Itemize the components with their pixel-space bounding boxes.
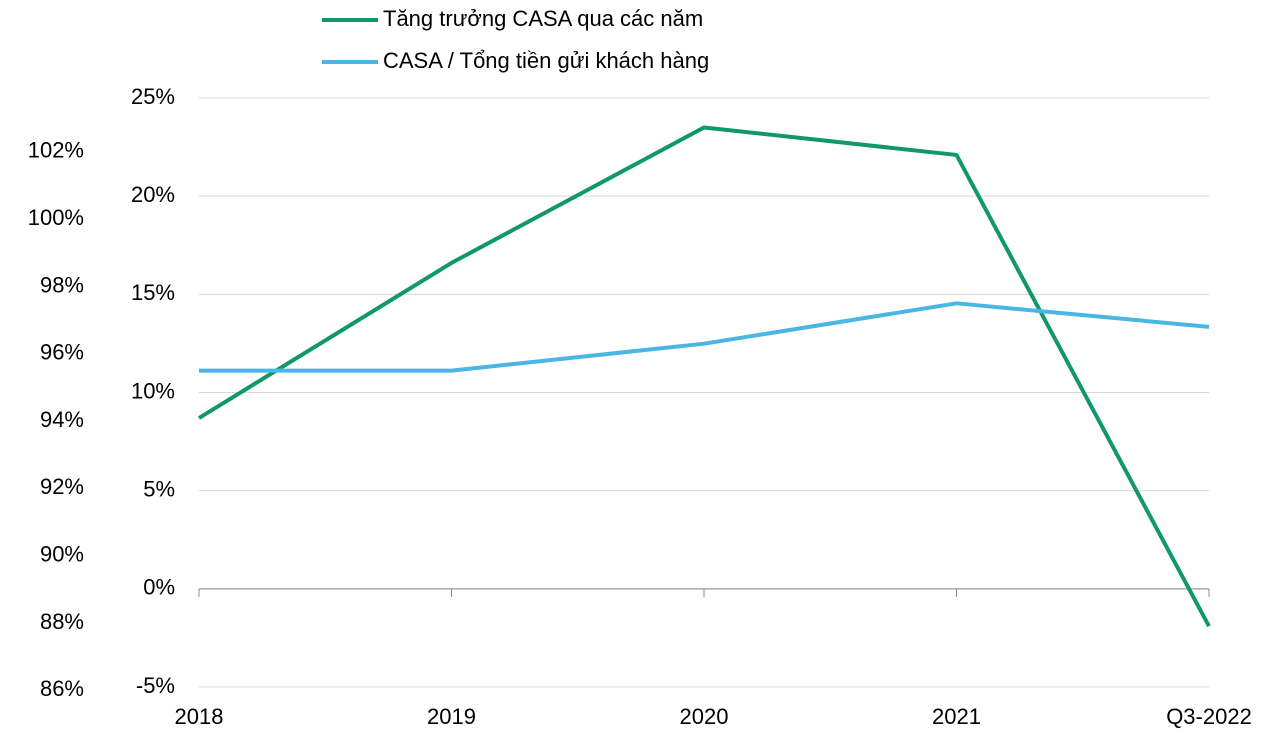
y2-tick-label: 86% bbox=[40, 676, 84, 701]
y-tick-label: -5% bbox=[136, 673, 175, 698]
x-tick-label: 2019 bbox=[427, 704, 476, 729]
series-line bbox=[197, 125, 1211, 628]
legend-label: CASA / Tổng tiền gửi khách hàng bbox=[383, 48, 709, 73]
y-tick-label: 5% bbox=[143, 476, 175, 501]
x-tick-label: 2020 bbox=[680, 704, 729, 729]
y2-tick-label: 98% bbox=[40, 272, 84, 297]
y2-tick-label: 94% bbox=[40, 407, 84, 432]
series-line bbox=[199, 301, 1210, 373]
y2-tick-label: 102% bbox=[28, 138, 84, 163]
y2-tick-label: 100% bbox=[28, 205, 84, 230]
legend-label: Tăng trưởng CASA qua các năm bbox=[383, 6, 703, 31]
y-tick-label: 15% bbox=[131, 280, 175, 305]
y-tick-label: 0% bbox=[143, 575, 175, 600]
y2-tick-label: 90% bbox=[40, 542, 84, 567]
y-tick-label: 10% bbox=[131, 378, 175, 403]
y-tick-label: 25% bbox=[131, 84, 175, 109]
y2-tick-label: 96% bbox=[40, 340, 84, 365]
x-tick-label: Q3-2022 bbox=[1166, 704, 1252, 729]
x-tick-label: 2018 bbox=[175, 704, 224, 729]
y-tick-label: 20% bbox=[131, 182, 175, 207]
y2-tick-label: 88% bbox=[40, 609, 84, 634]
x-tick-label: 2021 bbox=[932, 704, 981, 729]
y2-tick-label: 92% bbox=[40, 474, 84, 499]
